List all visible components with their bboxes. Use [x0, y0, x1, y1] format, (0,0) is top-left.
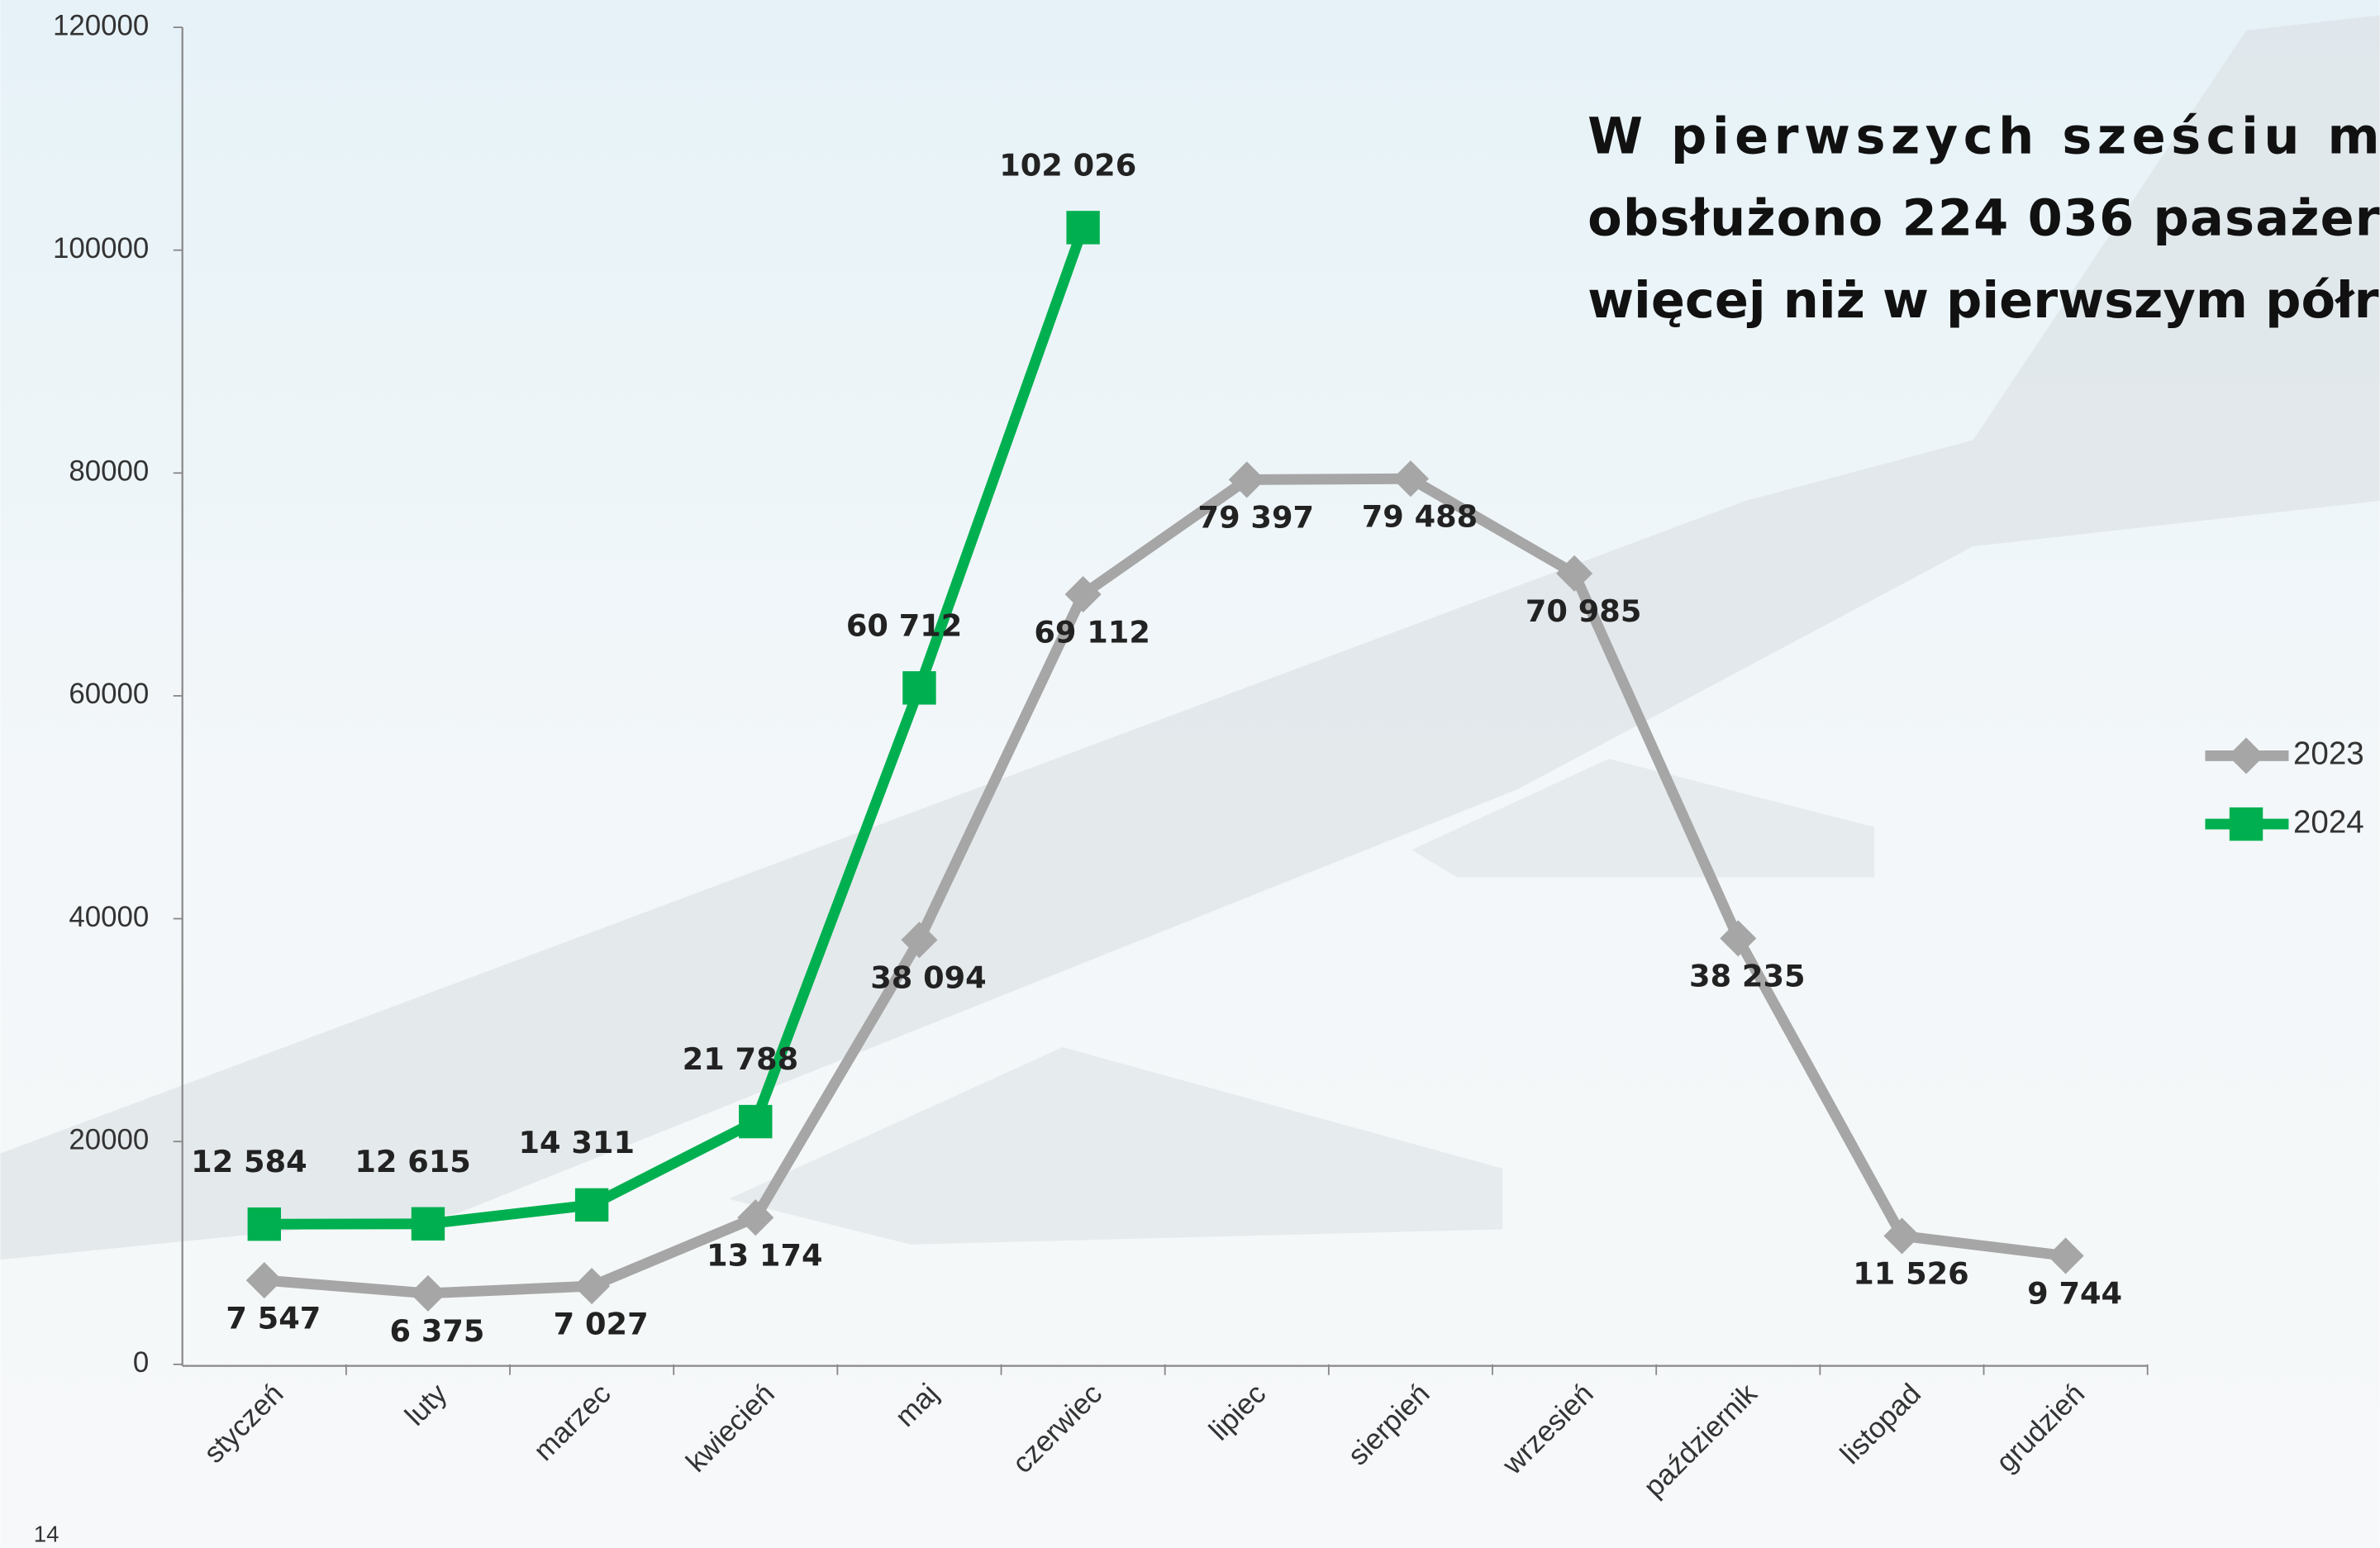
flap-decoration: [1411, 759, 1875, 878]
marker: [2229, 807, 2263, 841]
y-tick-label: 40000: [69, 901, 149, 933]
y-tick-label: 60000: [69, 678, 149, 710]
y-tick-label: 80000: [69, 455, 149, 488]
marker: [574, 1188, 609, 1222]
value-label: 7 027: [554, 1306, 649, 1341]
flap-decoration: [728, 1047, 1503, 1245]
text-line: obsłużono 224 036 pasażer: [1587, 190, 2380, 248]
y-tick-label: 100000: [53, 232, 149, 264]
marker: [2047, 1237, 2084, 1274]
series-line: [264, 473, 2067, 1299]
value-label: 21 788: [683, 1041, 799, 1077]
marker: [247, 1207, 281, 1241]
value-label: 12 584: [191, 1144, 307, 1179]
value-label: 79 397: [1198, 500, 1315, 536]
page-number: 14: [34, 1522, 60, 1547]
legend-label: 2023: [2293, 736, 2364, 772]
wing-decoration: [0, 15, 2380, 1260]
series-line: [264, 226, 1088, 1230]
value-label: 12 615: [355, 1144, 471, 1179]
value-label: 7 547: [226, 1300, 321, 1336]
legend-label: 2024: [2293, 804, 2364, 840]
y-tick-label: 0: [133, 1346, 149, 1379]
y-tick-label: 20000: [69, 1123, 149, 1155]
marker: [739, 1104, 773, 1139]
marker: [1066, 211, 1100, 245]
value-label: 9 744: [2027, 1276, 2122, 1312]
marker: [1064, 576, 1102, 613]
value-label: 79 488: [1362, 498, 1478, 534]
value-label: 70 985: [1526, 593, 1642, 629]
value-label: 14 311: [518, 1125, 635, 1160]
value-label: 11 526: [1853, 1256, 1969, 1292]
y-tick-label: 120000: [53, 9, 149, 41]
value-label: 6 375: [389, 1313, 484, 1349]
value-label: 60 712: [846, 607, 963, 643]
value-label: 102 026: [999, 147, 1136, 183]
value-label: 38 235: [1689, 959, 1806, 994]
marker: [409, 1274, 446, 1312]
marker: [737, 1199, 774, 1236]
value-label: 38 094: [870, 960, 987, 995]
marker: [902, 671, 936, 705]
text-line: więcej niż w pierwszym półro: [1587, 272, 2380, 330]
value-label: 13 174: [707, 1237, 823, 1273]
marker: [1228, 461, 1265, 498]
marker: [411, 1207, 445, 1241]
value-label: 69 112: [1034, 614, 1150, 650]
text-line: W pierwszych sześciu m: [1587, 108, 2380, 166]
